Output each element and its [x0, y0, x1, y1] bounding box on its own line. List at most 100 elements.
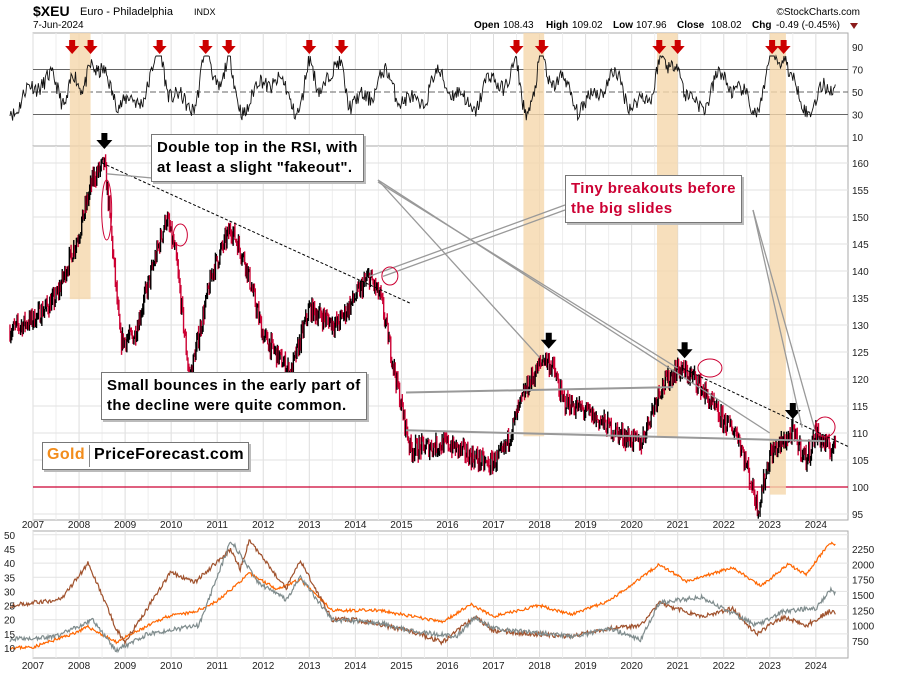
annotation-line: Small bounces in the early part of — [107, 377, 361, 394]
year-tick-label: 2012 — [252, 661, 275, 672]
red-down-arrow-icon — [776, 40, 791, 54]
comparison-series-line — [9, 541, 836, 651]
left-tick-label: 35 — [4, 573, 16, 584]
low-value: 107.96 — [636, 20, 667, 31]
year-tick-label: 2011 — [206, 661, 228, 672]
left-tick-label: 10 — [4, 644, 16, 655]
price-tick-label: 160 — [852, 159, 869, 170]
year-tick-label: 2021 — [667, 661, 690, 672]
price-tick-label: 135 — [852, 294, 869, 305]
year-tick-label: 2018 — [528, 661, 551, 672]
price-tick-label: 95 — [852, 510, 864, 521]
red-down-arrow-icon — [652, 40, 667, 54]
callout-line — [752, 209, 803, 428]
high-label: High — [546, 20, 568, 31]
down-triangle-icon — [850, 23, 858, 29]
year-tick-label: 2007 — [22, 661, 45, 672]
red-down-arrow-icon — [302, 40, 317, 54]
right-tick-label: 1000 — [852, 622, 875, 633]
right-tick-label: 1250 — [852, 606, 875, 617]
year-tick-label: 2009 — [114, 661, 137, 672]
highlight-circle — [814, 416, 836, 438]
left-tick-label: 40 — [4, 559, 16, 570]
year-tick-label: 2007 — [22, 520, 45, 531]
red-down-arrow-icon — [670, 40, 685, 54]
panel-frame — [32, 530, 849, 659]
black-down-arrow-icon — [784, 403, 801, 419]
year-tick-label: 2017 — [482, 661, 505, 672]
year-tick-label: 2023 — [759, 520, 782, 531]
black-down-arrow-icon — [96, 133, 113, 149]
price-tick-label: 150 — [852, 213, 869, 224]
rsi-tick-label: 10 — [852, 133, 864, 144]
highlight-circle — [697, 358, 723, 378]
annotation-line: the big slides — [571, 200, 673, 217]
change-value: -0.49 (-0.45%) — [776, 20, 840, 31]
dashed-trendline — [682, 367, 849, 447]
highlight-circle — [172, 223, 188, 247]
year-tick-label: 2024 — [805, 520, 828, 531]
red-down-arrow-icon — [152, 40, 167, 54]
price-tick-label: 110 — [852, 429, 868, 440]
year-tick-label: 2022 — [713, 520, 736, 531]
price-tick-label: 140 — [852, 267, 869, 278]
rsi-tick-label: 50 — [852, 88, 864, 99]
rsi-line — [9, 54, 836, 122]
price-tick-label: 115 — [852, 402, 868, 413]
year-tick-label: 2016 — [436, 661, 459, 672]
year-tick-label: 2014 — [344, 661, 367, 672]
right-tick-label: 1750 — [852, 576, 875, 587]
low-label: Low — [613, 20, 633, 31]
red-down-arrow-icon — [509, 40, 524, 54]
annotation-double-top: Double top in the RSI, with at least a s… — [151, 134, 364, 182]
year-tick-label: 2010 — [160, 520, 183, 531]
annotation-line: the decline were quite common. — [107, 397, 347, 414]
annotation-line: Double top in the RSI, with — [157, 139, 358, 156]
annotation-tiny-breakouts: Tiny breakouts before the big slides — [565, 175, 742, 223]
callout-line — [377, 179, 541, 358]
price-tick-label: 120 — [852, 375, 869, 386]
red-down-arrow-icon — [65, 40, 80, 54]
black-down-arrow-icon — [540, 332, 557, 349]
rsi-tick-label: 70 — [852, 66, 864, 77]
year-tick-label: 2010 — [160, 661, 183, 672]
black-down-arrow-icon — [676, 342, 693, 359]
year-tick-label: 2012 — [252, 520, 275, 531]
logo: Gold PriceForecast.com — [42, 442, 250, 470]
callout-line — [382, 209, 566, 278]
high-value: 109.02 — [572, 20, 603, 31]
rsi-tick-label: 30 — [852, 111, 864, 122]
red-down-arrow-icon — [83, 40, 98, 54]
year-tick-label: 2017 — [482, 520, 505, 531]
right-tick-label: 2000 — [852, 560, 875, 571]
right-tick-label: 2250 — [852, 545, 875, 556]
year-tick-label: 2008 — [68, 661, 91, 672]
year-tick-label: 2015 — [390, 661, 413, 672]
change-label: Chg — [752, 20, 771, 31]
annotation-line: Tiny breakouts before — [571, 180, 736, 197]
left-tick-label: 50 — [4, 531, 16, 542]
close-label: Close — [677, 20, 705, 31]
rsi-tick-label: 90 — [852, 43, 864, 54]
red-down-arrow-icon — [765, 40, 780, 54]
year-tick-label: 2016 — [436, 520, 459, 531]
open-label: Open — [474, 20, 500, 31]
annotation-line: at least a slight "fakeout". — [157, 159, 353, 176]
right-tick-label: 750 — [852, 637, 869, 648]
year-tick-label: 2009 — [114, 520, 137, 531]
ohlc-readout: Open 108.43 High 109.02 Low 107.96 Close… — [474, 20, 858, 31]
year-tick-label: 2011 — [206, 520, 228, 531]
year-tick-label: 2020 — [621, 661, 644, 672]
annotation-small-bounces: Small bounces in the early part of the d… — [101, 372, 367, 420]
logo-priceforecast: PriceForecast.com — [94, 446, 245, 463]
support-line — [405, 429, 826, 443]
year-tick-label: 2019 — [574, 520, 597, 531]
left-tick-label: 15 — [4, 630, 16, 641]
exchange: INDX — [194, 7, 216, 17]
callout-line — [377, 181, 679, 369]
comparison-series-line — [9, 539, 836, 646]
left-tick-label: 20 — [4, 616, 16, 627]
highlight-circle — [101, 179, 113, 241]
year-tick-label: 2013 — [298, 520, 321, 531]
